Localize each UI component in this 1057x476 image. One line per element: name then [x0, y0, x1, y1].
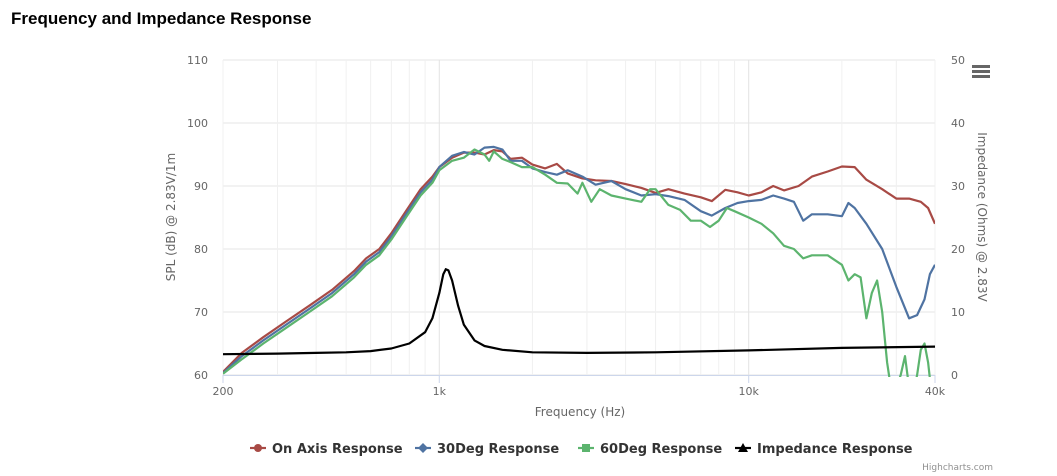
legend-label: 60Deg Response	[600, 442, 722, 457]
axes: 60 70 80 90 100 110 0 10 20 30 40 50 200 1k 10k 40k	[187, 54, 965, 398]
legend-label: On Axis Response	[272, 442, 403, 457]
x-tick-label: 40k	[925, 385, 946, 398]
x-tick-label: 10k	[739, 385, 760, 398]
y-tick-label: 100	[187, 117, 208, 130]
legend-label: 30Deg Response	[437, 442, 559, 457]
square-marker-icon	[582, 444, 590, 452]
series-line-30deg-response	[223, 145, 935, 374]
credits-link[interactable]: Highcharts.com	[922, 463, 993, 473]
y-tick-label: 80	[194, 243, 208, 256]
legend: On Axis Response 30Deg Response 60Deg Resp…	[250, 442, 913, 457]
triangle-marker-icon	[738, 443, 748, 452]
y2-tick-label: 10	[951, 306, 965, 319]
x-tick-label: 1k	[433, 385, 447, 398]
legend-item[interactable]: On Axis Response	[250, 442, 403, 457]
legend-label: Impedance Response	[757, 442, 913, 457]
y-axis-title: SPL (dB) @ 2.83V/1m	[164, 153, 178, 282]
x-axis-title: Frequency (Hz)	[535, 405, 626, 419]
y-tick-label: 70	[194, 306, 208, 319]
y2-tick-label: 40	[951, 117, 965, 130]
legend-item[interactable]: 30Deg Response	[415, 442, 559, 457]
y-tick-label: 110	[187, 54, 208, 67]
y-tick-label: 60	[194, 369, 208, 382]
series-line-on-axis-response	[223, 149, 935, 373]
hamburger-icon	[972, 65, 990, 68]
diamond-marker-icon	[418, 443, 428, 453]
series-line-impedance-response	[223, 268, 935, 356]
circle-marker-icon	[254, 444, 262, 452]
y2-axis-title: Impedance (Ohms) @ 2.83V	[975, 132, 989, 302]
legend-item[interactable]: Impedance Response	[735, 442, 913, 457]
legend-item[interactable]: 60Deg Response	[578, 442, 722, 457]
series-layer	[223, 145, 935, 377]
y2-tick-label: 30	[951, 180, 965, 193]
series-line-60deg-response	[223, 148, 931, 377]
y-tick-label: 90	[194, 180, 208, 193]
page-title: Frequency and Impedance Response	[11, 9, 312, 28]
y2-tick-label: 50	[951, 54, 965, 67]
grid	[222, 59, 936, 376]
y2-tick-label: 0	[951, 369, 958, 382]
chart-menu-button[interactable]	[966, 60, 996, 86]
y2-tick-label: 20	[951, 243, 965, 256]
x-tick-label: 200	[213, 385, 234, 398]
